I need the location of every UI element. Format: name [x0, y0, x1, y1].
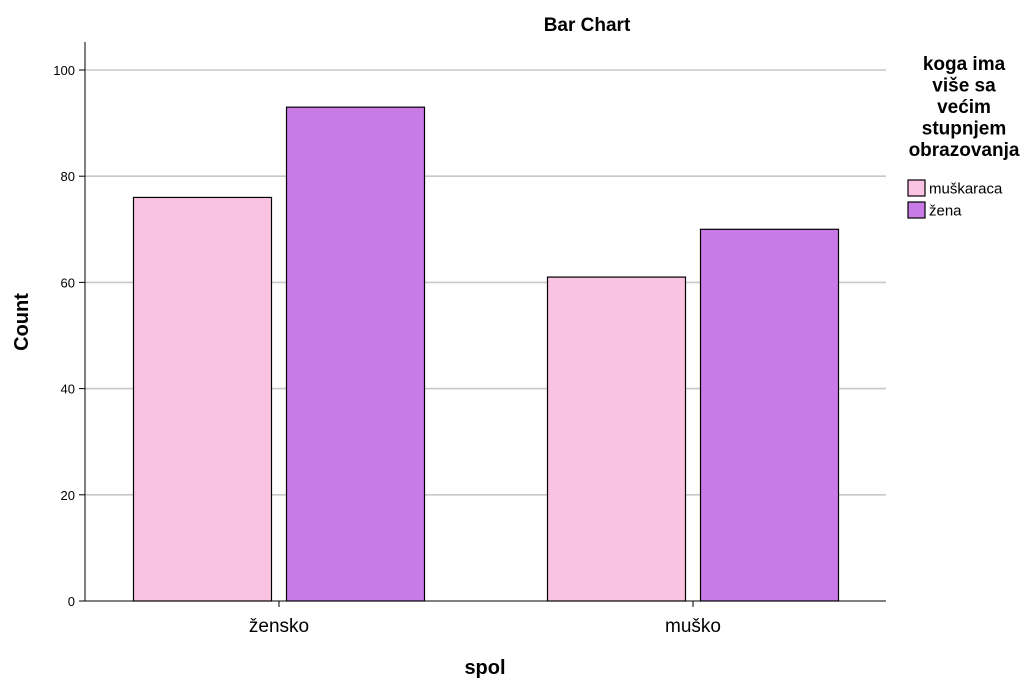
y-tick-label: 100	[53, 63, 75, 78]
bars	[132, 106, 840, 602]
y-tick-label: 20	[61, 488, 75, 503]
legend-title-line: većim	[937, 97, 991, 118]
x-axis-ticks: žensko muško	[249, 601, 721, 637]
y-tick-label: 40	[61, 382, 75, 397]
x-axis-title: spol	[464, 657, 505, 679]
y-axis-title: Count	[11, 293, 33, 351]
bar-žena-žensko	[285, 106, 426, 602]
y-tick-label: 80	[61, 169, 75, 184]
legend-title-line: koga ima	[923, 54, 1006, 75]
chart-title: Bar Chart	[544, 15, 631, 36]
bar-muškaraca-žensko	[132, 196, 273, 602]
legend-title-line: obrazovanja	[909, 140, 1020, 161]
y-tick-label: 0	[68, 594, 75, 609]
y-axis-ticks: 0 20 40 60 80 100	[53, 63, 85, 609]
bar-žena-muško	[699, 228, 840, 602]
legend-items: muškaraca žena	[907, 179, 1003, 220]
legend: koga ima više sa većim stupnjem obrazovanja …	[907, 54, 1020, 220]
x-tick-label: muško	[665, 616, 721, 637]
x-tick-label: žensko	[249, 616, 309, 637]
legend-label: muškaraca	[929, 181, 1003, 198]
legend-label: žena	[929, 203, 962, 220]
legend-title: koga ima više sa većim stupnjem obrazovanja	[909, 54, 1020, 161]
bar-muškaraca-muško	[546, 276, 687, 602]
legend-title-line: više sa	[932, 76, 996, 97]
legend-swatch	[907, 179, 926, 197]
y-tick-label: 60	[61, 275, 75, 290]
legend-title-line: stupnjem	[922, 119, 1006, 140]
legend-swatch	[907, 201, 926, 219]
